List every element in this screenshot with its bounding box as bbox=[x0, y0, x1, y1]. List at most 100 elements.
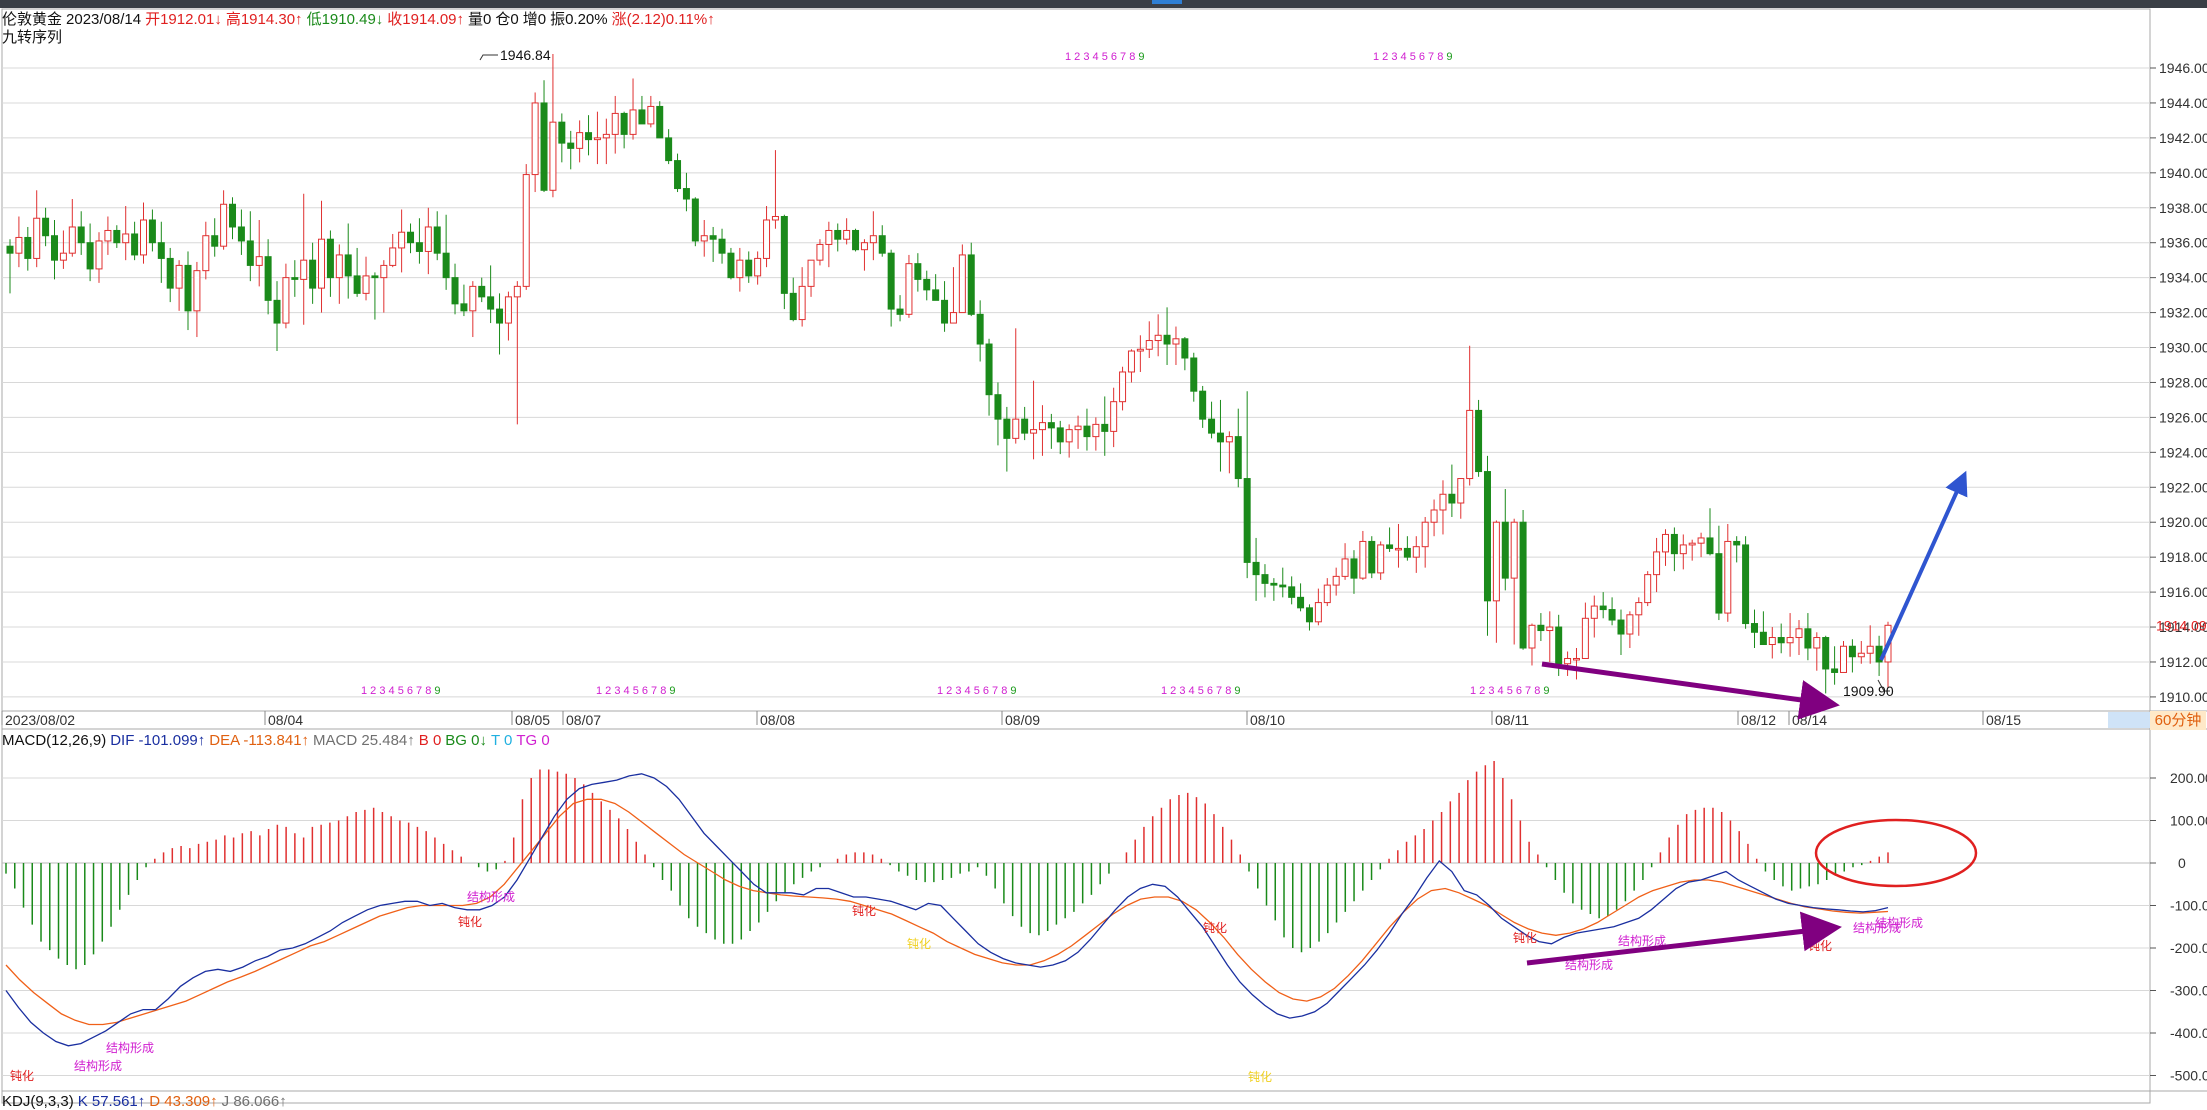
candle-down bbox=[309, 259, 317, 289]
candle-up bbox=[1528, 624, 1536, 649]
period-selector[interactable]: 60分钟 bbox=[2150, 711, 2206, 730]
candle-down bbox=[1252, 561, 1260, 576]
candle-up bbox=[905, 263, 913, 315]
candle-up bbox=[1466, 409, 1474, 480]
candle-up bbox=[389, 247, 397, 266]
candle-down bbox=[691, 198, 699, 242]
candle-up bbox=[1412, 546, 1420, 558]
candle-down bbox=[1163, 334, 1171, 345]
b-value: B 0 bbox=[418, 732, 442, 749]
candle-up bbox=[1546, 626, 1554, 632]
candle-down bbox=[1021, 418, 1029, 434]
candle-down bbox=[407, 231, 415, 244]
candle-up bbox=[1314, 602, 1322, 623]
candle-down bbox=[1475, 409, 1483, 473]
candle-up bbox=[398, 231, 406, 249]
candle-down bbox=[1261, 574, 1269, 584]
macd-annotation: 钝化 bbox=[1203, 921, 1227, 935]
macd-y-tick-label: -200.00 bbox=[2170, 940, 2207, 956]
candle-down bbox=[896, 308, 904, 315]
x-axis-label: 08/07 bbox=[566, 712, 601, 728]
candle-down bbox=[1501, 521, 1509, 579]
candle-up bbox=[193, 270, 201, 312]
candle-up bbox=[843, 229, 851, 240]
min-pointer bbox=[1877, 679, 1890, 692]
t-value: T 0 bbox=[490, 732, 513, 749]
macd-annotation: 结构形成 bbox=[1618, 933, 1666, 948]
candle-up bbox=[1341, 558, 1349, 577]
candle-down bbox=[1617, 619, 1625, 635]
candle-down bbox=[1234, 436, 1242, 480]
candle-down bbox=[24, 236, 32, 259]
candle-up bbox=[1626, 614, 1634, 635]
price-y-tick-label: 1914.00 bbox=[2159, 619, 2207, 635]
scroll-indicator[interactable] bbox=[2108, 712, 2151, 728]
macd-y-tick-label: -400.00 bbox=[2170, 1025, 2207, 1041]
bg-value: BG 0↓ bbox=[445, 732, 487, 749]
candle-up bbox=[1323, 584, 1331, 604]
candle-up bbox=[522, 174, 530, 287]
candle-down bbox=[1537, 624, 1545, 632]
x-axis-label: 08/12 bbox=[1741, 712, 1776, 728]
active-tab-indicator[interactable] bbox=[1152, 0, 1182, 4]
candle-up bbox=[798, 285, 806, 321]
candle-down bbox=[1759, 631, 1767, 646]
price-y-tick-label: 1924.00 bbox=[2159, 444, 2207, 460]
price-y-tick-label: 1910.00 bbox=[2159, 689, 2207, 705]
candle-up bbox=[576, 132, 584, 149]
price-y-tick-label: 1932.00 bbox=[2159, 305, 2207, 321]
candle-up bbox=[1065, 429, 1073, 443]
nine-sequence-label: 1 2 3 4 5 6 7 8 9 bbox=[937, 685, 1017, 697]
candle-down bbox=[77, 226, 85, 244]
candle-down bbox=[353, 275, 361, 294]
candle-down bbox=[718, 238, 726, 254]
candle-down bbox=[1083, 425, 1091, 438]
symbol-name: 伦敦黄金 bbox=[2, 11, 63, 28]
candle-up bbox=[424, 226, 432, 252]
high-value: 高1914.30↑ bbox=[225, 11, 303, 28]
candle-up bbox=[1154, 334, 1162, 342]
candle-down bbox=[1199, 390, 1207, 420]
candle-down bbox=[780, 215, 788, 294]
macd-annotation: 钝化 bbox=[907, 937, 931, 951]
candle-down bbox=[460, 303, 468, 312]
candle-down bbox=[674, 160, 682, 190]
candle-up bbox=[33, 217, 41, 259]
candle-up bbox=[816, 243, 824, 261]
candle-down bbox=[1483, 471, 1491, 602]
x-axis-label: 08/04 bbox=[268, 712, 303, 728]
candle-up bbox=[1332, 575, 1340, 586]
candle-up bbox=[1119, 371, 1127, 403]
open-value: 开1912.01↓ bbox=[145, 11, 222, 28]
candle-down bbox=[1715, 553, 1723, 614]
candle-down bbox=[1555, 626, 1563, 665]
candle-down bbox=[914, 263, 922, 280]
candle-down bbox=[1448, 493, 1456, 504]
candle-up bbox=[807, 259, 815, 287]
candle-up bbox=[1225, 436, 1233, 443]
price-y-tick-label: 1920.00 bbox=[2159, 514, 2207, 530]
price-y-tick-label: 1928.00 bbox=[2159, 374, 2207, 390]
amplitude-value: 振0.20% bbox=[550, 11, 608, 28]
candle-up bbox=[1136, 348, 1144, 352]
macd-annotation: 钝化 bbox=[458, 915, 482, 929]
candle-down bbox=[273, 299, 281, 324]
dea-value: DEA -113.841↑ bbox=[209, 732, 310, 749]
candle-down bbox=[665, 137, 673, 162]
macd-annotation: 结构形成 bbox=[1875, 915, 1923, 930]
candle-down bbox=[1733, 540, 1741, 546]
increase-value: 增0 bbox=[522, 11, 547, 28]
candle-up bbox=[1795, 628, 1803, 639]
x-axis-label: 08/08 bbox=[760, 712, 795, 728]
candle-down bbox=[51, 235, 59, 261]
candle-down bbox=[1208, 418, 1216, 434]
max-price-label: 1946.84 bbox=[500, 47, 551, 63]
candle-down bbox=[656, 105, 664, 139]
dif-value: DIF -101.099↑ bbox=[110, 732, 206, 749]
candle-down bbox=[157, 242, 165, 259]
macd-annotation: 钝化 bbox=[1513, 931, 1537, 945]
header-date: 2023/08/14 bbox=[66, 11, 142, 28]
candle-down bbox=[1706, 537, 1714, 555]
macd-annotation: 钝化 bbox=[852, 904, 876, 918]
